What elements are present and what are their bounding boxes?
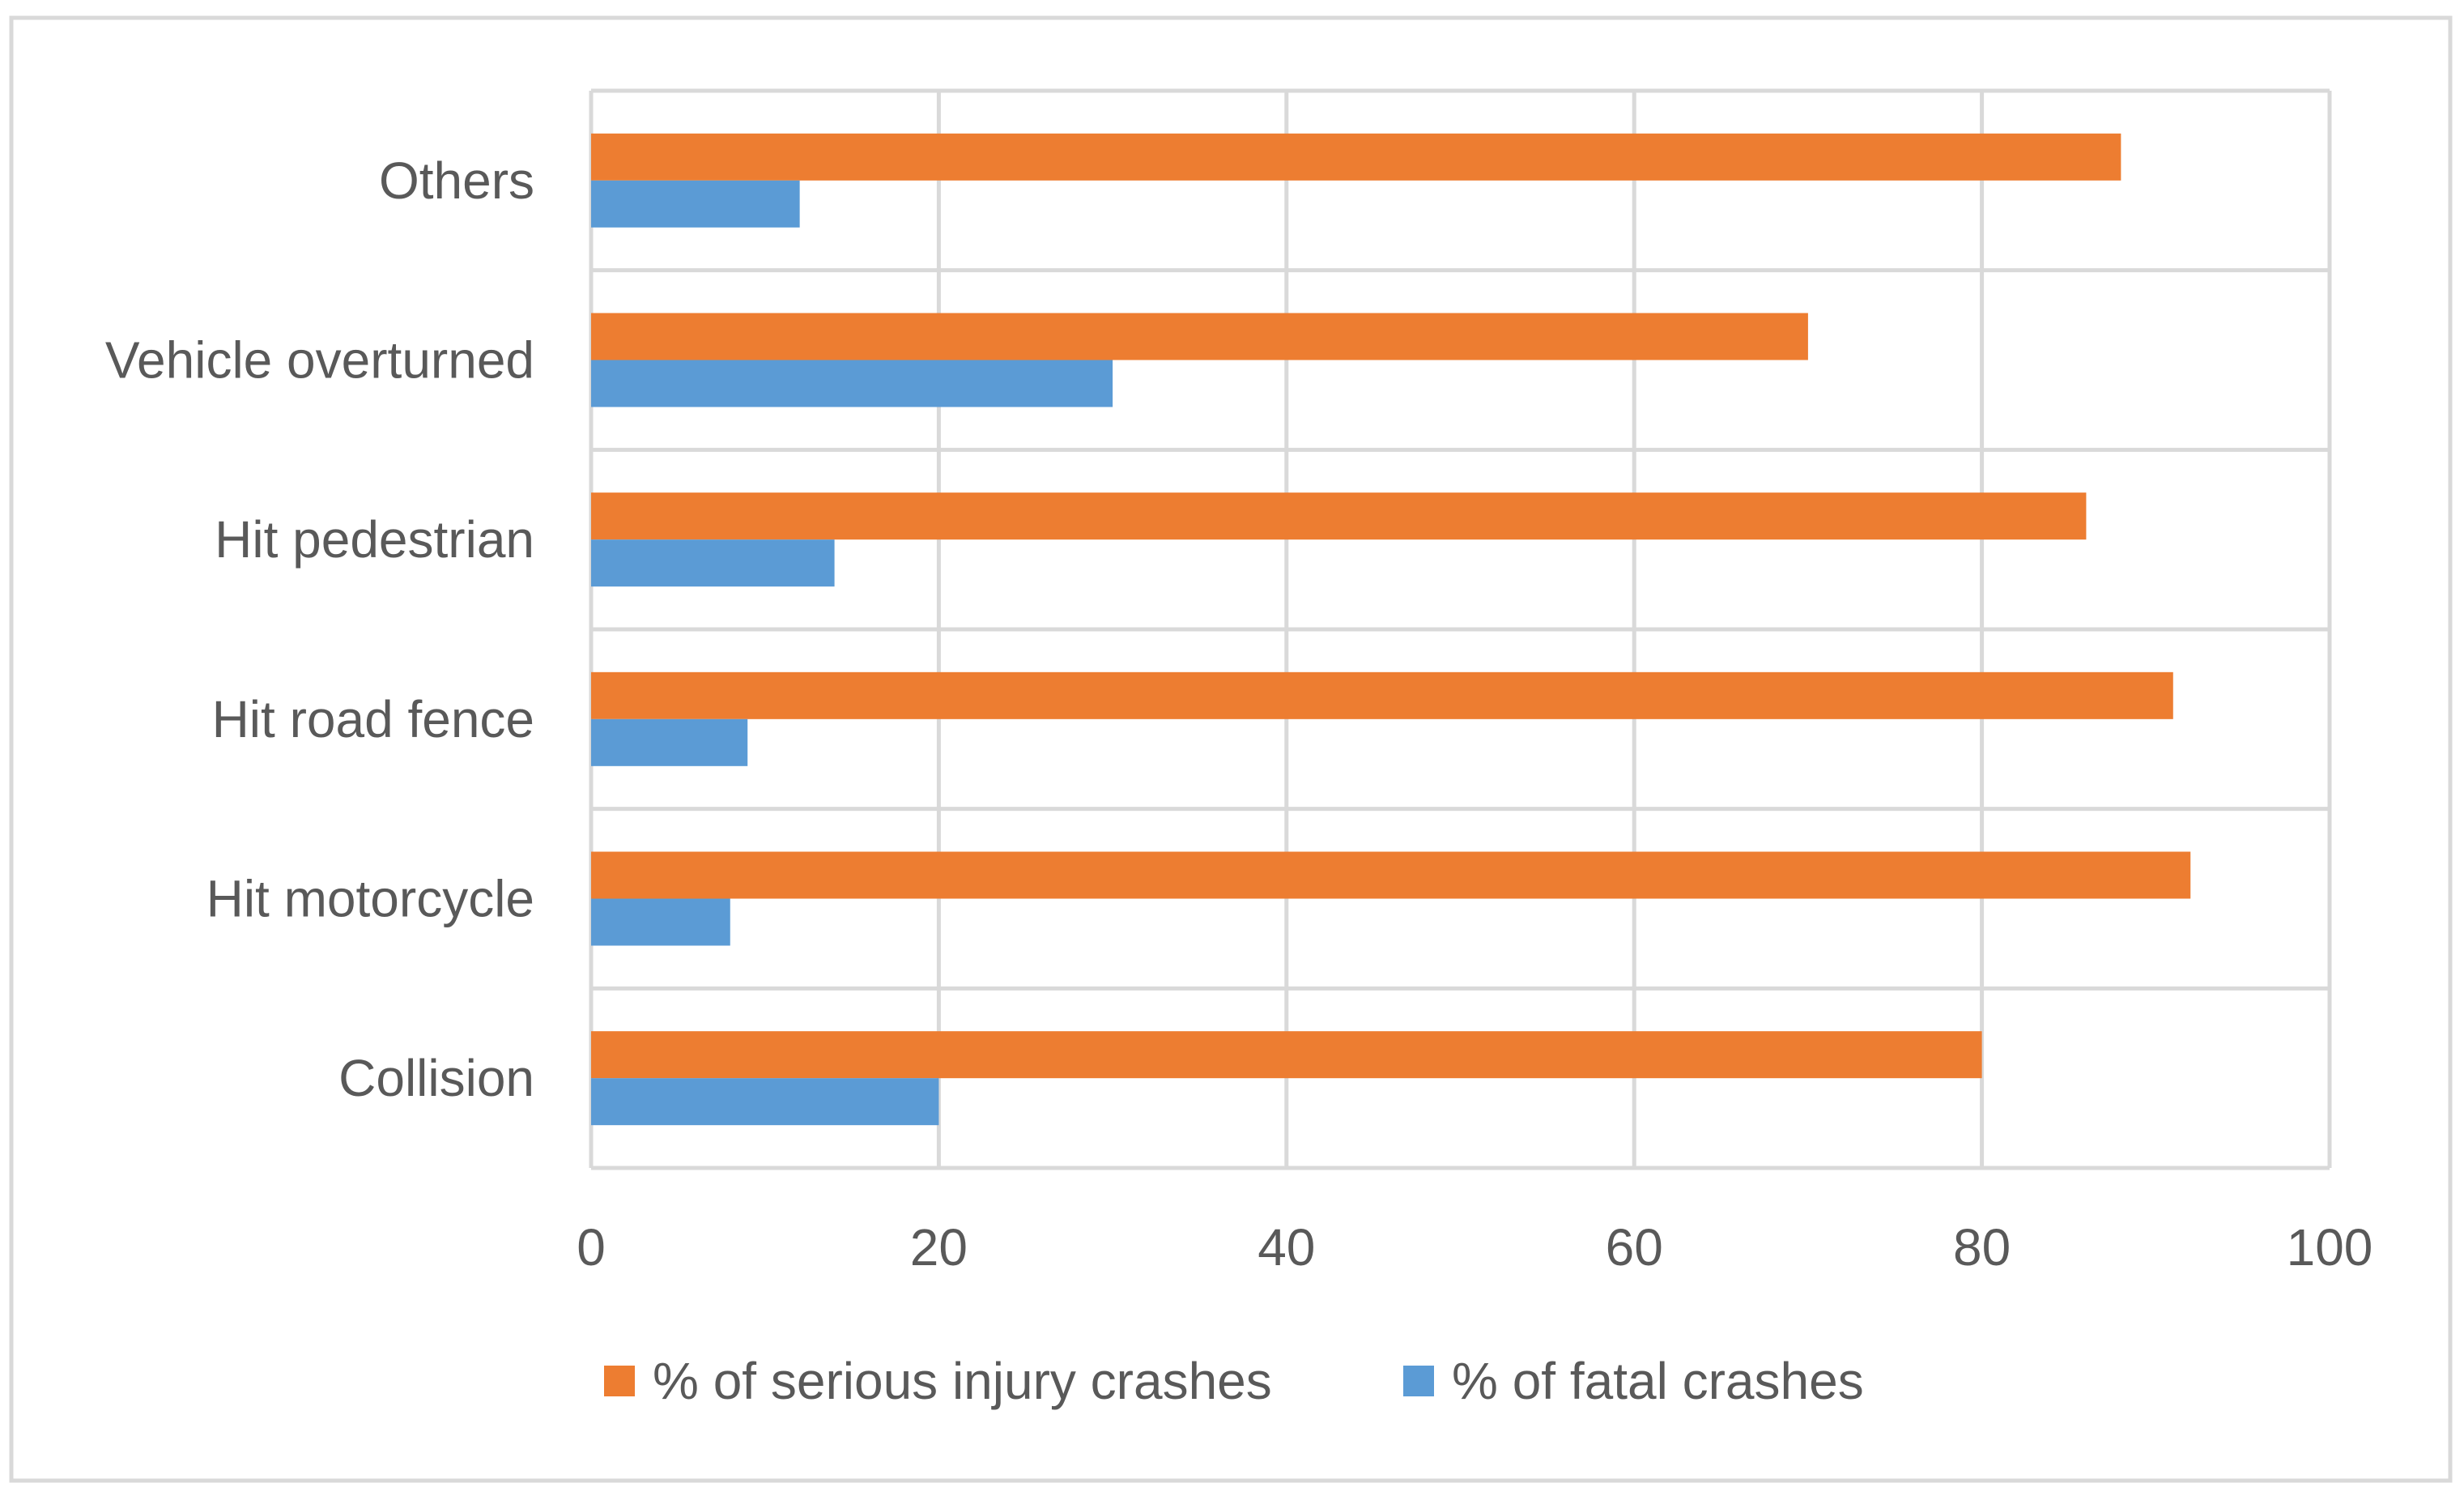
bar-serious-injury-collision	[591, 1031, 1982, 1079]
x-tick-label-4: 80	[1953, 1218, 2011, 1277]
bars	[591, 133, 2191, 1126]
legend-label-serious-injury: % of serious injury crashes	[653, 1352, 1272, 1410]
category-labels: Others Vehicle overturned Hit pedestrian Hi…	[105, 151, 534, 1107]
legend-label-fatal: % of fatal crashes	[1452, 1352, 1864, 1410]
grid-lines	[589, 88, 2332, 1170]
x-tick-label-1: 20	[910, 1218, 968, 1277]
bar-serious-injury-hit-motorcycle	[591, 851, 2191, 899]
x-axis-tick-labels: 0 20 40 60 80 100	[577, 1218, 2373, 1277]
bar-fatal-hit-motorcycle	[591, 898, 730, 946]
bar-fatal-hit-road-fence	[591, 718, 748, 766]
x-tick-label-3: 60	[1606, 1218, 1663, 1277]
x-tick-label-2: 40	[1258, 1218, 1315, 1277]
category-label-hit-road-fence: Hit road fence	[212, 690, 534, 748]
category-label-hit-motorcycle: Hit motorcycle	[206, 870, 534, 928]
x-tick-label-0: 0	[577, 1218, 606, 1277]
bar-fatal-hit-pedestrian	[591, 539, 835, 587]
category-label-collision: Collision	[338, 1049, 534, 1107]
bar-fatal-others	[591, 180, 800, 228]
legend-swatch-serious-injury	[604, 1366, 635, 1396]
bar-serious-injury-others	[591, 133, 2121, 181]
bar-fatal-vehicle-overturned	[591, 360, 1113, 407]
x-tick-label-5: 100	[2287, 1218, 2373, 1277]
bar-fatal-collision	[591, 1078, 939, 1126]
chart-frame	[9, 15, 2453, 1483]
category-label-vehicle-overturned: Vehicle overturned	[105, 331, 534, 390]
bar-serious-injury-vehicle-overturned	[591, 313, 1808, 360]
bar-serious-injury-hit-road-fence	[591, 671, 2173, 719]
legend: % of serious injury crashes % of fatal c…	[604, 1352, 1864, 1410]
bar-serious-injury-hit-pedestrian	[591, 492, 2087, 540]
category-label-others: Others	[379, 151, 534, 210]
legend-swatch-fatal	[1403, 1366, 1434, 1396]
category-label-hit-pedestrian: Hit pedestrian	[215, 510, 534, 569]
